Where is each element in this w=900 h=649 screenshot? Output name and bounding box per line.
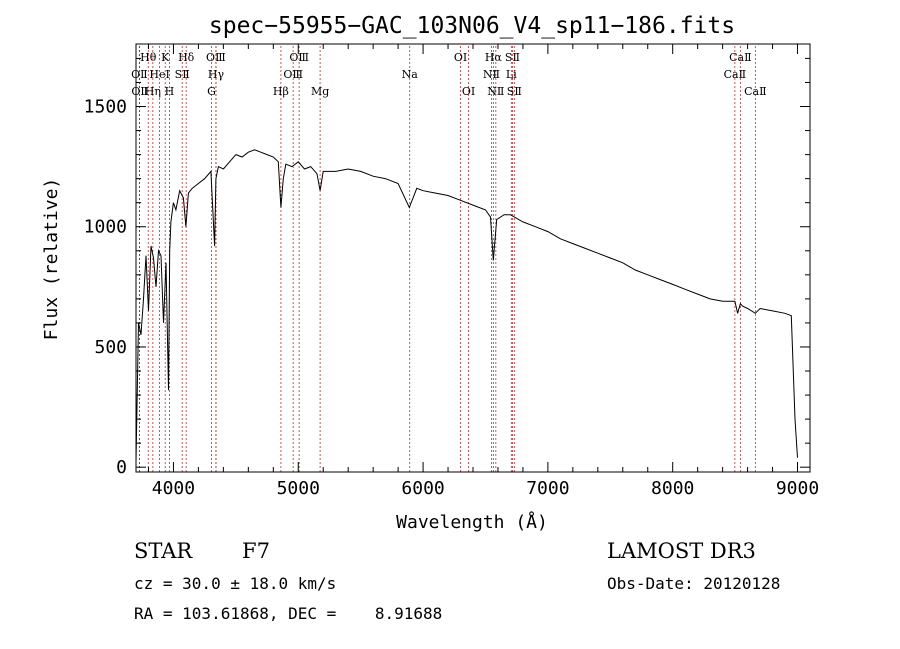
line-id-label: HeⅠ — [149, 68, 169, 81]
chart-title: spec−55955−GAC_103N06_V4_sp11−186.fits — [209, 13, 735, 39]
line-id-label: OⅢ — [206, 51, 226, 64]
y-axis-label: Flux (relative) — [41, 178, 62, 341]
spectrum-line — [135, 149, 798, 463]
line-id-label: Hβ — [273, 85, 289, 98]
object-class: STAR — [134, 539, 193, 563]
line-id-label: K — [161, 51, 170, 64]
x-tick-label: 4000 — [152, 478, 195, 499]
line-id-label: OⅢ — [289, 51, 309, 64]
line-id-label: CaⅡ — [729, 51, 751, 64]
coordinates-text: RA = 103.61868, DEC = 8.91688 — [134, 604, 443, 623]
line-id-label: Na — [402, 68, 419, 81]
redshift-text: cz = 30.0 ± 18.0 km/s — [134, 574, 337, 593]
line-id-label: Hη — [145, 85, 161, 98]
line-id-label: SⅡ — [175, 68, 190, 81]
line-id-label: OⅡ — [131, 68, 148, 81]
x-tick-label: 9000 — [776, 478, 819, 499]
x-tick-label: 7000 — [526, 478, 569, 499]
axis-ticks — [136, 44, 810, 472]
plot-frame — [135, 43, 811, 473]
line-id-label: NⅡ — [483, 68, 500, 81]
line-id-label: Hθ — [140, 51, 157, 64]
y-tick-label: 0 — [116, 457, 127, 478]
line-id-label: OⅡ — [131, 85, 148, 98]
line-marker-layer — [138, 46, 756, 472]
y-tick-label: 500 — [94, 337, 127, 358]
object-subclass: F7 — [242, 539, 270, 563]
line-id-label: OⅠ — [462, 85, 475, 98]
line-id-label: Li — [506, 68, 517, 81]
line-id-label: G — [207, 85, 216, 98]
x-tick-label: 6000 — [401, 478, 444, 499]
survey-name: LAMOST DR3 — [607, 539, 756, 563]
obs-date: Obs-Date: 20120128 — [607, 574, 781, 593]
axis-tick-labels: 4000 5000 6000 7000 8000 9000 0 500 1000 1500 — [84, 97, 820, 499]
line-id-label: SⅡ — [507, 85, 522, 98]
line-id-label: H — [165, 85, 175, 98]
line-id-label: Hδ — [178, 51, 195, 64]
line-id-label: SⅡ — [505, 51, 520, 64]
line-id-label: Hγ — [208, 68, 225, 81]
line-id-label: CaⅡ — [724, 68, 746, 81]
line-id-label: Hα — [485, 51, 503, 64]
line-id-label: Mg — [311, 85, 329, 98]
line-id-label: OⅠ — [454, 51, 467, 64]
line-id-label: NⅡ — [487, 85, 504, 98]
line-id-label: CaⅡ — [744, 85, 766, 98]
line-label-layer: OⅡOⅡHθHηHeⅠKHSⅡHδGOⅢHγHβOⅢOⅢMgNaOⅠOⅠNⅡHα… — [131, 51, 766, 98]
line-id-label: OⅢ — [283, 68, 303, 81]
y-tick-label: 1500 — [84, 97, 127, 118]
x-axis-label: Wavelength (Å) — [396, 511, 548, 533]
y-tick-label: 1000 — [84, 217, 127, 238]
x-tick-label: 5000 — [277, 478, 320, 499]
x-tick-label: 8000 — [651, 478, 694, 499]
